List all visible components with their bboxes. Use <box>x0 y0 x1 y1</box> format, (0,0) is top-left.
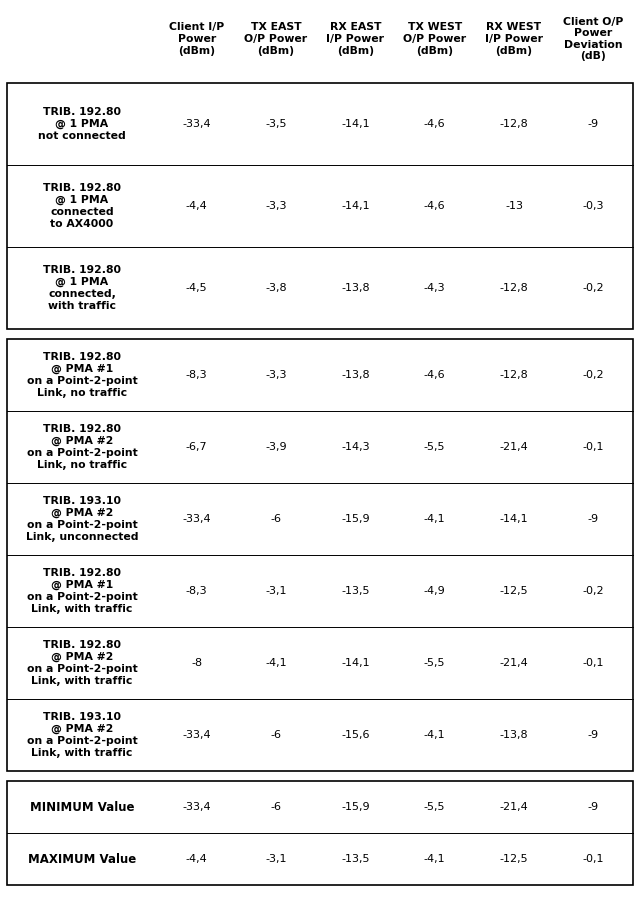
Text: -33,4: -33,4 <box>182 119 211 129</box>
Text: -4,6: -4,6 <box>424 370 445 380</box>
Text: -13,8: -13,8 <box>500 730 528 740</box>
Text: -4,4: -4,4 <box>186 201 207 211</box>
Text: -9: -9 <box>588 119 599 129</box>
Text: -4,9: -4,9 <box>424 586 445 596</box>
Text: -13,5: -13,5 <box>341 854 369 864</box>
Text: -9: -9 <box>588 730 599 740</box>
Text: Client O/P
Power
Deviation
(dB): Client O/P Power Deviation (dB) <box>563 16 623 61</box>
Text: -0,3: -0,3 <box>582 201 604 211</box>
Text: -4,6: -4,6 <box>424 119 445 129</box>
Text: -21,4: -21,4 <box>500 658 529 668</box>
Text: -12,8: -12,8 <box>500 119 529 129</box>
Text: -14,1: -14,1 <box>341 119 370 129</box>
Text: TX WEST
O/P Power
(dBm): TX WEST O/P Power (dBm) <box>403 23 466 56</box>
Text: -4,1: -4,1 <box>424 730 445 740</box>
Text: -0,1: -0,1 <box>582 854 604 864</box>
Text: -15,9: -15,9 <box>341 802 370 812</box>
Text: -3,3: -3,3 <box>265 201 287 211</box>
Text: RX WEST
I/P Power
(dBm): RX WEST I/P Power (dBm) <box>485 23 543 56</box>
Text: TX EAST
O/P Power
(dBm): TX EAST O/P Power (dBm) <box>244 23 308 56</box>
Text: -12,5: -12,5 <box>500 586 528 596</box>
Text: -0,2: -0,2 <box>582 283 604 293</box>
Text: -13: -13 <box>505 201 523 211</box>
Text: -8,3: -8,3 <box>186 370 207 380</box>
Bar <box>7 339 633 771</box>
Text: TRIB. 192.80
@ 1 PMA
connected,
with traffic: TRIB. 192.80 @ 1 PMA connected, with tra… <box>43 266 121 310</box>
Text: TRIB. 193.10
@ PMA #2
on a Point-2-point
Link, unconnected: TRIB. 193.10 @ PMA #2 on a Point-2-point… <box>26 497 138 541</box>
Text: -6: -6 <box>271 802 282 812</box>
Text: -3,5: -3,5 <box>265 119 287 129</box>
Text: -15,6: -15,6 <box>341 730 369 740</box>
Text: -15,9: -15,9 <box>341 514 370 524</box>
Text: -0,1: -0,1 <box>582 658 604 668</box>
Text: TRIB. 192.80
@ PMA #1
on a Point-2-point
Link, no traffic: TRIB. 192.80 @ PMA #1 on a Point-2-point… <box>27 352 138 397</box>
Text: -4,5: -4,5 <box>186 283 207 293</box>
Text: -5,5: -5,5 <box>424 658 445 668</box>
Text: -6: -6 <box>271 514 282 524</box>
Text: -21,4: -21,4 <box>500 802 529 812</box>
Text: -14,1: -14,1 <box>341 201 370 211</box>
Text: -14,1: -14,1 <box>341 658 370 668</box>
Text: -33,4: -33,4 <box>182 514 211 524</box>
Text: -4,4: -4,4 <box>186 854 207 864</box>
Text: TRIB. 192.80
@ PMA #2
on a Point-2-point
Link, no traffic: TRIB. 192.80 @ PMA #2 on a Point-2-point… <box>27 425 138 469</box>
Bar <box>7 83 633 329</box>
Text: -3,8: -3,8 <box>265 283 287 293</box>
Text: -8: -8 <box>191 658 202 668</box>
Text: -13,5: -13,5 <box>341 586 369 596</box>
Text: -9: -9 <box>588 514 599 524</box>
Text: -3,1: -3,1 <box>265 586 287 596</box>
Text: -13,8: -13,8 <box>341 283 370 293</box>
Text: -12,8: -12,8 <box>500 370 529 380</box>
Text: -12,8: -12,8 <box>500 283 529 293</box>
Text: TRIB. 192.80
@ PMA #2
on a Point-2-point
Link, with traffic: TRIB. 192.80 @ PMA #2 on a Point-2-point… <box>27 640 138 686</box>
Text: -4,1: -4,1 <box>424 854 445 864</box>
Text: -14,1: -14,1 <box>500 514 528 524</box>
Text: -3,1: -3,1 <box>265 854 287 864</box>
Text: Client I/P
Power
(dBm): Client I/P Power (dBm) <box>169 23 224 56</box>
Text: -8,3: -8,3 <box>186 586 207 596</box>
Text: -6: -6 <box>271 730 282 740</box>
Text: TRIB. 192.80
@ 1 PMA
not connected: TRIB. 192.80 @ 1 PMA not connected <box>38 107 126 141</box>
Text: -33,4: -33,4 <box>182 730 211 740</box>
Text: -4,1: -4,1 <box>424 514 445 524</box>
Text: -0,2: -0,2 <box>582 586 604 596</box>
Text: -12,5: -12,5 <box>500 854 528 864</box>
Text: TRIB. 193.10
@ PMA #2
on a Point-2-point
Link, with traffic: TRIB. 193.10 @ PMA #2 on a Point-2-point… <box>27 712 138 758</box>
Text: MAXIMUM Value: MAXIMUM Value <box>28 853 136 866</box>
Text: -3,3: -3,3 <box>265 370 287 380</box>
Text: -6,7: -6,7 <box>186 442 207 452</box>
Text: -4,1: -4,1 <box>265 658 287 668</box>
Text: -33,4: -33,4 <box>182 802 211 812</box>
Text: -3,9: -3,9 <box>265 442 287 452</box>
Text: -5,5: -5,5 <box>424 442 445 452</box>
Text: -14,3: -14,3 <box>341 442 370 452</box>
Bar <box>7 781 633 885</box>
Text: -0,2: -0,2 <box>582 370 604 380</box>
Text: TRIB. 192.80
@ 1 PMA
connected
to AX4000: TRIB. 192.80 @ 1 PMA connected to AX4000 <box>43 184 121 228</box>
Text: RX EAST
I/P Power
(dBm): RX EAST I/P Power (dBm) <box>326 23 385 56</box>
Text: -0,1: -0,1 <box>582 442 604 452</box>
Text: TRIB. 192.80
@ PMA #1
on a Point-2-point
Link, with traffic: TRIB. 192.80 @ PMA #1 on a Point-2-point… <box>27 569 138 614</box>
Text: -4,3: -4,3 <box>424 283 445 293</box>
Text: -13,8: -13,8 <box>341 370 370 380</box>
Text: -4,6: -4,6 <box>424 201 445 211</box>
Text: -21,4: -21,4 <box>500 442 529 452</box>
Text: MINIMUM Value: MINIMUM Value <box>29 801 134 813</box>
Text: -9: -9 <box>588 802 599 812</box>
Text: -5,5: -5,5 <box>424 802 445 812</box>
